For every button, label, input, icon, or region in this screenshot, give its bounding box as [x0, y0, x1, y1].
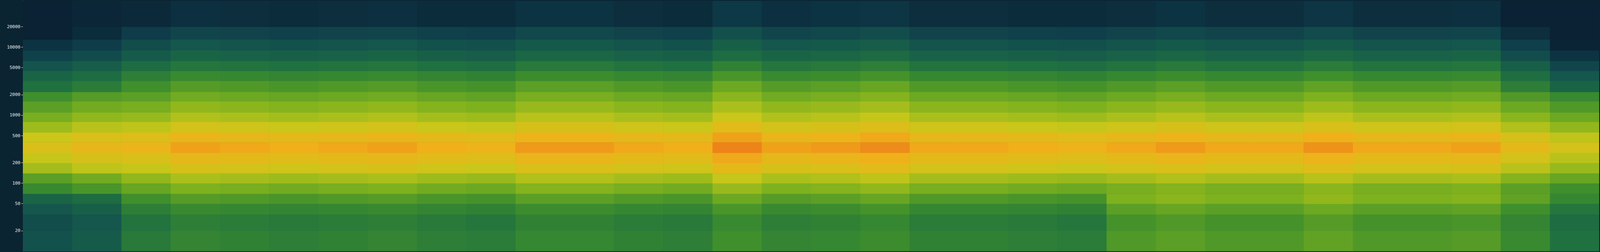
svg-text:100: 100 [12, 180, 21, 186]
svg-text:500: 500 [12, 133, 21, 139]
svg-text:5000: 5000 [9, 64, 21, 71]
svg-text:50: 50 [15, 200, 21, 207]
svg-text:200: 200 [12, 160, 21, 166]
svg-text:2000: 2000 [9, 91, 21, 98]
svg-text:1000: 1000 [9, 112, 21, 118]
svg-text:10000: 10000 [6, 44, 21, 50]
svg-text:20: 20 [15, 227, 21, 234]
svg-text:20000: 20000 [6, 24, 21, 30]
